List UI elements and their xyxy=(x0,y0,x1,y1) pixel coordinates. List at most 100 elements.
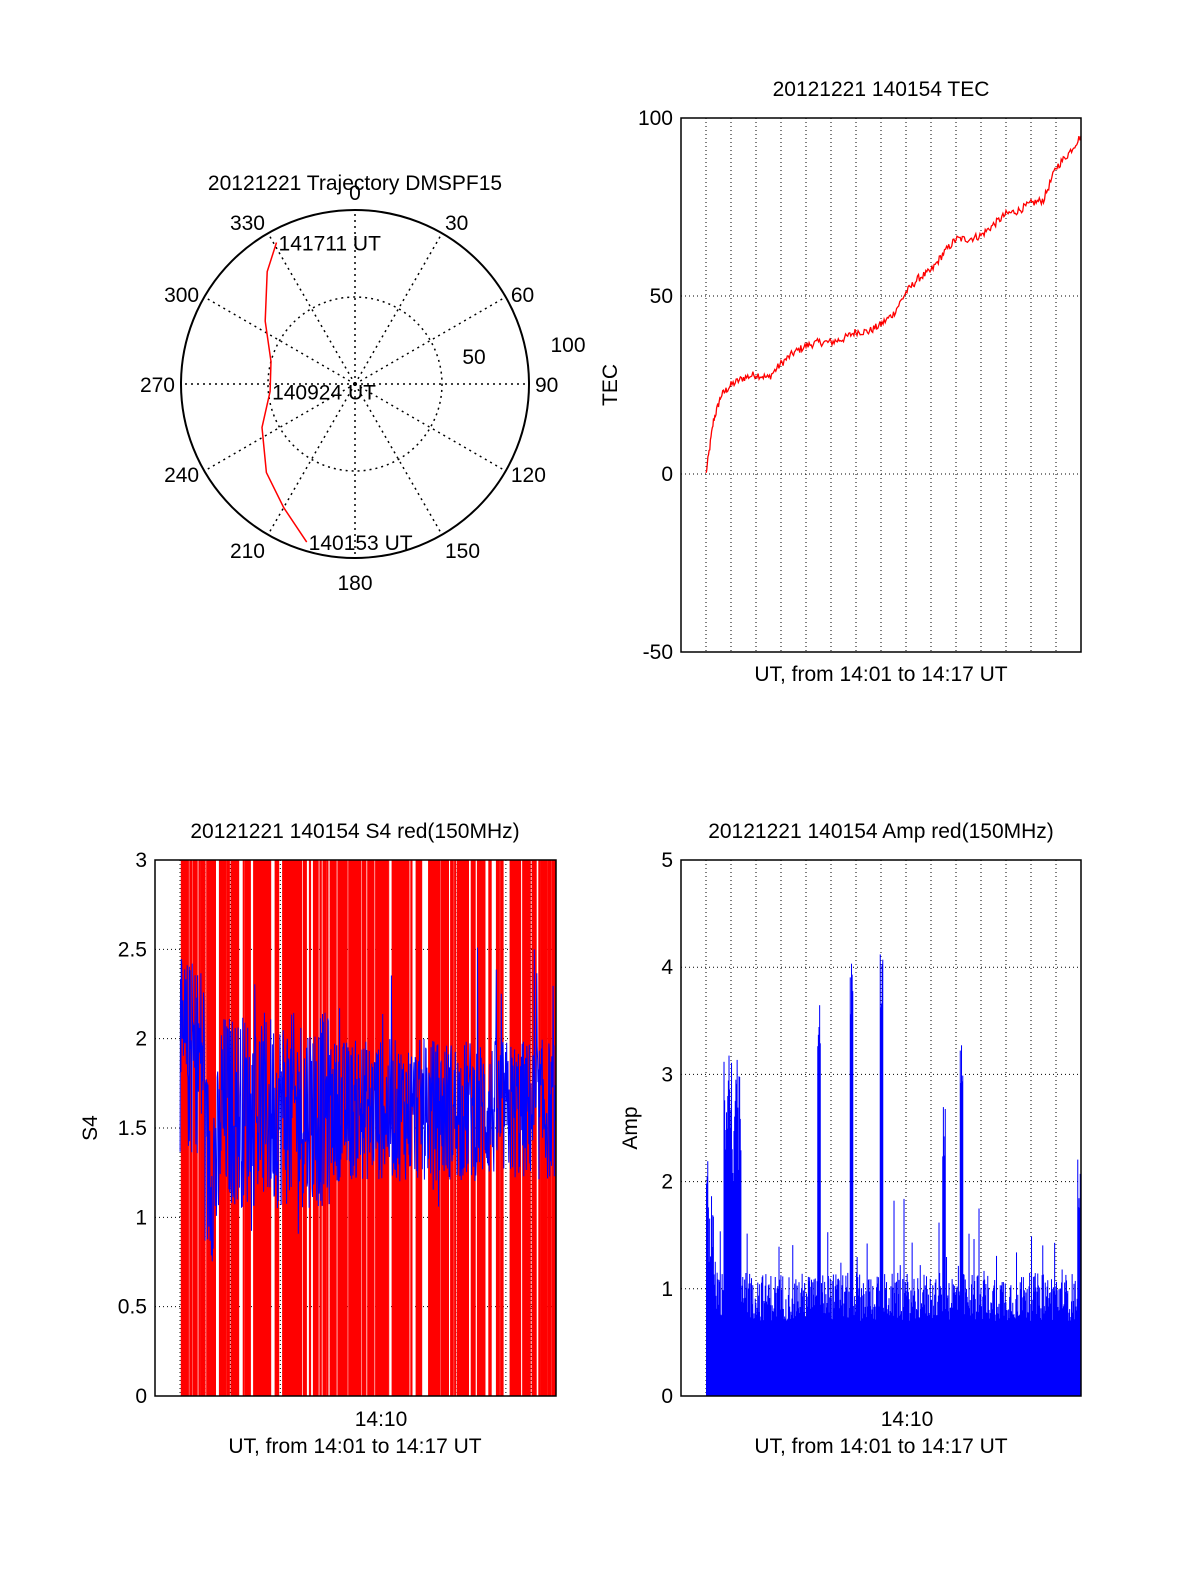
amp-bar xyxy=(761,1277,763,1396)
amp-bar xyxy=(951,1279,953,1396)
amp-bar xyxy=(921,1307,923,1396)
amp-bar xyxy=(724,1100,726,1396)
amp-bar xyxy=(850,1014,852,1396)
amp-bar xyxy=(874,1306,876,1396)
amp-bar xyxy=(1023,1296,1025,1396)
amp-bar xyxy=(881,1003,883,1396)
amp-bar xyxy=(964,1279,966,1396)
amp-bar xyxy=(916,1309,918,1396)
amp-bar xyxy=(814,1278,816,1396)
amp-bar xyxy=(969,1308,971,1396)
amp-bar xyxy=(846,1287,848,1396)
amp-bar xyxy=(903,1198,905,1396)
amp-bar xyxy=(788,1277,790,1396)
amp-bar xyxy=(909,1320,911,1396)
amp-bar xyxy=(727,1096,729,1396)
amp-bar xyxy=(717,1279,719,1396)
amp-bar xyxy=(1075,1306,1077,1396)
amp-bar xyxy=(929,1315,931,1396)
amp-bar xyxy=(946,1298,948,1396)
amp-bar xyxy=(1051,1288,1053,1396)
amp-bar xyxy=(829,1278,831,1396)
amp-bar xyxy=(924,1285,926,1396)
polar-angle-label: 210 xyxy=(230,540,265,563)
amp-bar xyxy=(958,1291,960,1396)
amp-bar xyxy=(909,1313,911,1396)
amp-bar xyxy=(1011,1311,1013,1396)
amp-bar xyxy=(954,1285,956,1396)
amp-bar xyxy=(871,1309,873,1396)
amp-bar xyxy=(792,1245,794,1396)
amp-bar xyxy=(989,1318,991,1396)
amp-bar xyxy=(806,1306,808,1396)
amp-bar xyxy=(775,1292,777,1396)
amp-bar xyxy=(734,1100,736,1396)
amp-bar xyxy=(766,1304,768,1396)
amp-bar xyxy=(737,1169,739,1396)
amp-bar xyxy=(1033,1291,1035,1396)
amp-bar xyxy=(757,1295,759,1396)
amp-bar xyxy=(945,1309,947,1396)
amp-bar xyxy=(823,1313,825,1396)
amp-bar xyxy=(992,1291,994,1396)
amp-bar xyxy=(869,1291,871,1396)
amp-bar xyxy=(837,1278,839,1396)
amp-bar xyxy=(831,1318,833,1396)
amp-bar xyxy=(712,1216,714,1396)
s4-red-bar xyxy=(502,860,504,1396)
amp-bar xyxy=(966,1296,968,1396)
amp-bar xyxy=(1001,1282,1003,1396)
amp-bar xyxy=(978,1208,980,1396)
amp-bar xyxy=(766,1301,768,1396)
tec-xlabel: UT, from 14:01 to 14:17 UT xyxy=(754,663,1007,686)
amp-bar xyxy=(1030,1304,1032,1396)
amp-bar xyxy=(717,1304,719,1396)
amp-bar xyxy=(931,1299,933,1396)
amp-bar xyxy=(867,1306,869,1396)
amp-bar xyxy=(719,1231,721,1396)
amp-bar xyxy=(839,1308,841,1396)
amp-bar xyxy=(980,1287,982,1396)
amp-bar xyxy=(724,1149,726,1396)
amp-bar xyxy=(951,1303,953,1396)
amp-bar xyxy=(1047,1306,1049,1396)
amp-bar xyxy=(886,1282,888,1396)
amp-bar xyxy=(884,1289,886,1396)
amp-bar xyxy=(972,1313,974,1396)
amp-bar xyxy=(872,1318,874,1396)
amp-bar xyxy=(746,1233,748,1396)
amp-bar xyxy=(879,1290,881,1396)
amp-bar xyxy=(1024,1300,1026,1396)
amp-bar xyxy=(1057,1310,1059,1396)
amp-bar xyxy=(867,1279,869,1396)
amp-bar xyxy=(721,1274,723,1396)
amp-bar xyxy=(827,1232,829,1396)
amp-bar xyxy=(961,1081,963,1396)
amp-bar xyxy=(834,1286,836,1396)
tec-plot-frame xyxy=(680,117,1082,653)
amp-bar xyxy=(1006,1310,1008,1396)
amp-bar xyxy=(812,1282,814,1396)
amp-bar xyxy=(918,1317,920,1396)
s4-red-bar xyxy=(198,860,201,1396)
s4-ytick-label: 0.5 xyxy=(118,1296,147,1319)
amp-bar xyxy=(852,1306,854,1396)
amp-bar xyxy=(741,1301,743,1396)
amp-bar xyxy=(739,1077,741,1396)
amp-bar xyxy=(800,1292,802,1396)
s4-red-bar xyxy=(517,860,522,1396)
amp-bar xyxy=(971,1275,973,1396)
amp-bar xyxy=(819,1043,821,1396)
amp-bar xyxy=(1061,1269,1063,1396)
amp-bar xyxy=(1049,1292,1051,1396)
tec-ylabel: TEC xyxy=(599,364,622,406)
amp-bar xyxy=(1062,1306,1064,1396)
amp-bar xyxy=(825,1294,827,1396)
amp-bar xyxy=(869,1306,871,1396)
amp-bar xyxy=(857,1295,859,1396)
amp-bar xyxy=(815,1296,817,1396)
amp-bar xyxy=(762,1320,764,1396)
amp-bar xyxy=(1029,1272,1031,1396)
amp-bar xyxy=(1066,1280,1068,1396)
amp-bar xyxy=(809,1308,811,1396)
